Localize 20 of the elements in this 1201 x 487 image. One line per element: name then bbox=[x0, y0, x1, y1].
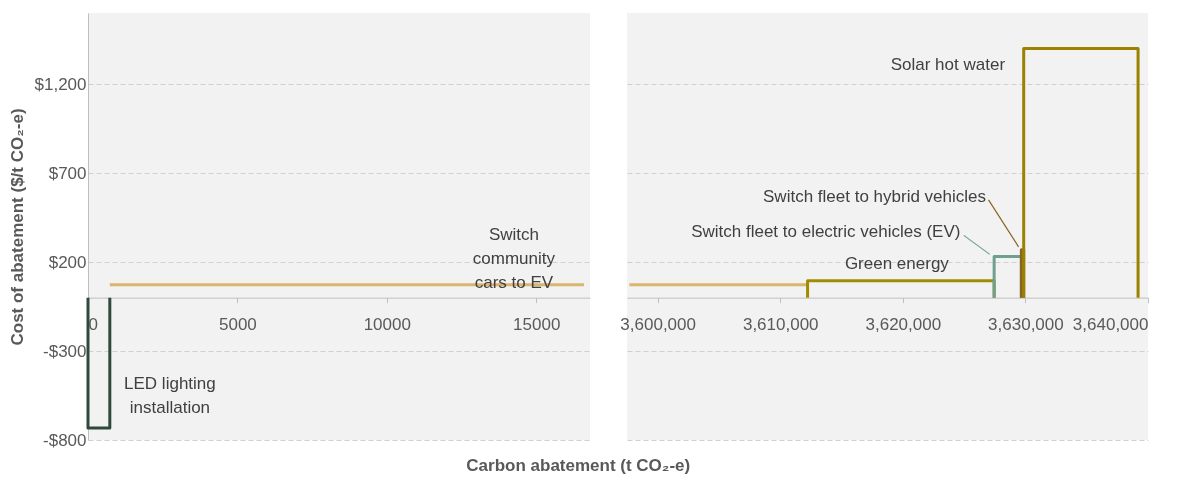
x-tick-label: 5000 bbox=[218, 315, 257, 335]
series-label: Green energy bbox=[844, 253, 950, 273]
x-tick-label: 3,630,000 bbox=[988, 315, 1064, 335]
x-tick-label: 3,600,000 bbox=[620, 315, 696, 335]
series-label: Solar hot water bbox=[890, 54, 1006, 74]
x-axis-title: Carbon abatement (t CO₂-e) bbox=[466, 456, 691, 475]
x-tick-label: 3,640,000 bbox=[1072, 315, 1149, 335]
y-tick-label: -$800 bbox=[43, 430, 87, 450]
x-tick-label: 3,620,000 bbox=[865, 315, 942, 335]
y-tick-label: -$300 bbox=[43, 341, 87, 361]
y-axis-title: Cost of abatement ($/t CO₂-e) bbox=[7, 108, 27, 346]
y-tick-label: $1,200 bbox=[34, 74, 87, 94]
series-label: LED lighting installation bbox=[124, 374, 216, 418]
text: Switch fleet to hybrid vehicles bbox=[763, 186, 987, 206]
text: Switch fleet to electric vehicles (EV) bbox=[691, 222, 961, 242]
y-tick-label: $700 bbox=[48, 163, 87, 183]
y-tick-label: $200 bbox=[48, 252, 87, 272]
x-tick-label: 3,610,000 bbox=[742, 315, 819, 335]
x-tick-label: 15000 bbox=[513, 315, 561, 335]
x-tick-label: 10000 bbox=[363, 315, 411, 335]
